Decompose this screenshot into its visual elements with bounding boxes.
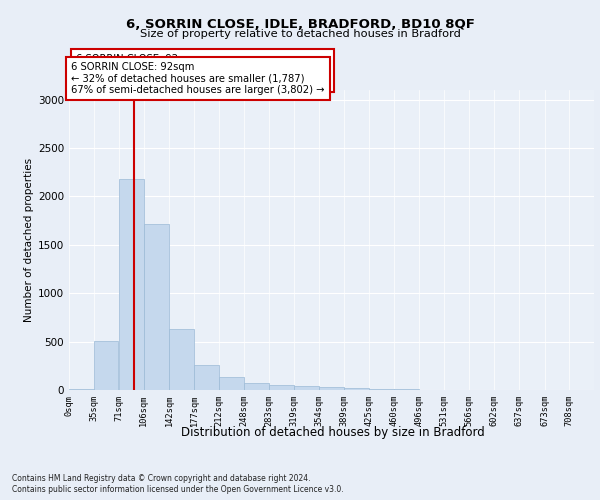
Text: Size of property relative to detached houses in Bradford: Size of property relative to detached ho… <box>140 29 460 39</box>
Bar <box>295 386 319 390</box>
Y-axis label: Number of detached properties: Number of detached properties <box>24 158 34 322</box>
Text: Contains public sector information licensed under the Open Government Licence v3: Contains public sector information licen… <box>12 485 344 494</box>
Text: Contains HM Land Registry data © Crown copyright and database right 2024.: Contains HM Land Registry data © Crown c… <box>12 474 311 483</box>
Bar <box>370 388 394 390</box>
Bar <box>319 387 344 390</box>
Text: Distribution of detached houses by size in Bradford: Distribution of detached houses by size … <box>181 426 485 439</box>
Text: 6 SORRIN CLOSE: 92sqm
← 32% of detached houses are smaller (1,787)
67% of semi-d: 6 SORRIN CLOSE: 92sqm ← 32% of detached … <box>76 54 329 87</box>
Text: 6, SORRIN CLOSE, IDLE, BRADFORD, BD10 8QF: 6, SORRIN CLOSE, IDLE, BRADFORD, BD10 8Q… <box>125 18 475 30</box>
Bar <box>194 365 219 390</box>
Bar <box>144 224 169 390</box>
Bar <box>119 178 144 390</box>
Bar <box>394 389 419 390</box>
Bar <box>219 378 244 390</box>
Bar <box>269 384 293 390</box>
Text: 6 SORRIN CLOSE: 92sqm
← 32% of detached houses are smaller (1,787)
67% of semi-d: 6 SORRIN CLOSE: 92sqm ← 32% of detached … <box>71 62 325 95</box>
Bar <box>94 340 118 390</box>
Bar <box>69 388 94 390</box>
Bar <box>244 382 269 390</box>
Bar <box>344 388 368 390</box>
Bar <box>169 329 194 390</box>
